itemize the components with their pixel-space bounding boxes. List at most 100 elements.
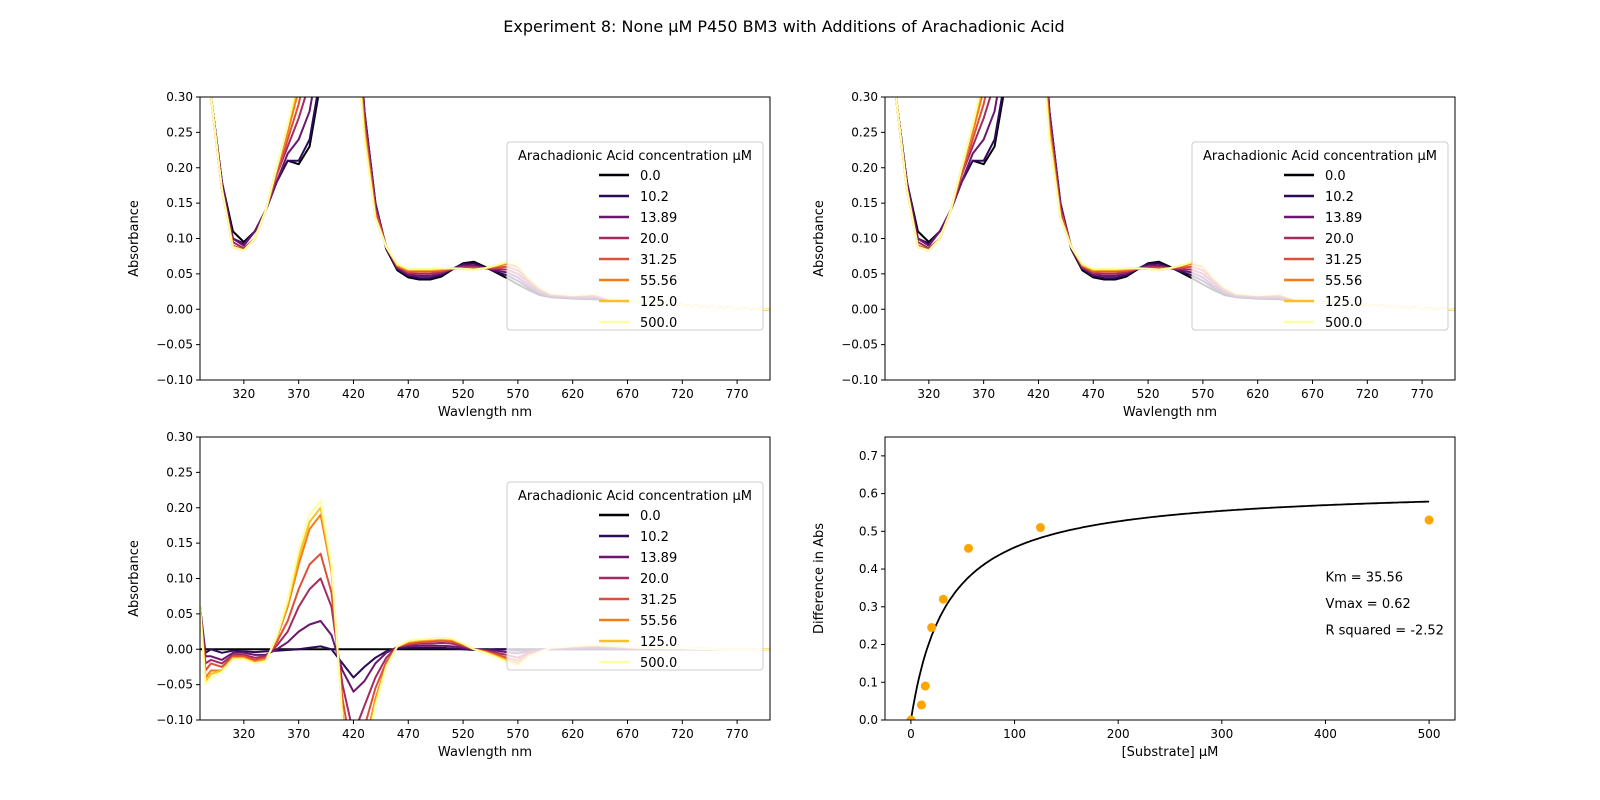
legend-label: 13.89 (640, 211, 677, 226)
x-tick-label: 470 (397, 727, 420, 741)
legend-label: 500.0 (1325, 316, 1362, 331)
y-tick-label: 0.7 (859, 449, 878, 463)
y-tick-label: 0.25 (166, 465, 193, 479)
panel-fit: Km = 35.56 Vmax = 0.62 R squared = -2.52 0 1… (812, 436, 1456, 760)
legend-label: 55.56 (640, 614, 677, 629)
data-point (916, 700, 926, 710)
legend-label: 0.0 (640, 509, 661, 524)
panel-raw: 320 370 420 470 520 570 620 670 720 770 −0.10 −0.05… (127, 90, 771, 420)
y-tick-label: 0.25 (851, 125, 878, 139)
legend-label: 20.0 (640, 232, 669, 247)
legend-title: Arachadionic Acid concentration μM (518, 489, 752, 504)
y-tick-label: 0.05 (166, 607, 193, 621)
legend-label: 500.0 (640, 656, 677, 671)
x-tick-label: 770 (726, 387, 749, 401)
legend-box (506, 141, 764, 331)
y-tick-label: 0.15 (166, 536, 193, 550)
x-tick-label: 620 (1246, 387, 1269, 401)
data-point (927, 623, 937, 633)
x-tick-label: 570 (506, 387, 529, 401)
x-tick-label: 100 (1003, 727, 1026, 741)
panel-smoothed: 320 370 420 470 520 570 620 670 720 770 −0.10 −0.05… (812, 90, 1456, 420)
legend-label: 31.25 (640, 593, 677, 608)
legend: Arachadionic Acid concentration μM 0.0 10.… (1191, 141, 1449, 331)
y-tick-label: 0.00 (851, 302, 878, 316)
y-tick-label: 0.30 (166, 430, 193, 444)
data-point (938, 594, 948, 604)
y-tick-label: 0.30 (166, 90, 193, 104)
x-tick-label: 370 (287, 387, 310, 401)
legend-box (1191, 141, 1449, 331)
x-tick-label: 370 (972, 387, 995, 401)
x-tick-label: 720 (1356, 387, 1379, 401)
legend-label: 20.0 (640, 572, 669, 587)
y-tick-label: 0.10 (166, 232, 193, 246)
legend-label: 20.0 (1325, 232, 1354, 247)
y-tick-label: 0.00 (166, 302, 193, 316)
x-axis-label: Wavlength nm (438, 745, 532, 760)
x-tick-label: 720 (671, 727, 694, 741)
fit-curve (910, 500, 1430, 720)
y-tick-label: 0.10 (166, 572, 193, 586)
y-tick-label: 0.20 (166, 501, 193, 515)
x-tick-label: 320 (232, 387, 255, 401)
y-tick-label: 0.3 (859, 600, 878, 614)
legend-label: 10.2 (640, 530, 669, 545)
y-axis-label: Difference in Abs (812, 523, 827, 634)
legend-label: 500.0 (640, 316, 677, 331)
y-tick-label: 0.25 (166, 125, 193, 139)
plot-area (209, 97, 770, 311)
legend-label: 0.0 (1325, 169, 1346, 184)
legend-label: 125.0 (640, 635, 677, 650)
data-point (963, 543, 973, 553)
x-tick-label: 200 (1107, 727, 1130, 741)
legend-label: 10.2 (640, 190, 669, 205)
x-tick-label: 520 (1137, 387, 1160, 401)
y-tick-label: 0.15 (166, 196, 193, 210)
legend: Arachadionic Acid concentration μM 0.0 10.… (506, 141, 764, 331)
x-tick-label: 670 (616, 727, 639, 741)
x-tick-label: 620 (561, 387, 584, 401)
y-tick-label: 0.20 (166, 161, 193, 175)
x-tick-label: 720 (671, 387, 694, 401)
x-tick-label: 770 (1411, 387, 1434, 401)
x-tick-label: 320 (917, 387, 940, 401)
legend-label: 55.56 (1325, 274, 1362, 289)
data-point (920, 681, 930, 691)
legend-box (506, 481, 764, 671)
y-tick-label: 0.20 (851, 161, 878, 175)
figure-title: Experiment 8: None μM P450 BM3 with Addi… (503, 17, 1064, 36)
legend-title: Arachadionic Acid concentration μM (518, 149, 752, 164)
y-tick-label: 0.5 (859, 524, 878, 538)
y-tick-label: 0.2 (859, 638, 878, 652)
x-tick-label: 0 (907, 727, 915, 741)
legend-label: 125.0 (1325, 295, 1362, 310)
x-tick-label: 420 (342, 727, 365, 741)
x-tick-label: 570 (1191, 387, 1214, 401)
y-tick-label: 0.0 (859, 713, 878, 727)
x-tick-label: 570 (506, 727, 529, 741)
y-tick-label: 0.30 (851, 90, 878, 104)
x-axis-label: Wavlength nm (438, 405, 532, 420)
legend-label: 125.0 (640, 295, 677, 310)
y-axis-label: Absorbance (127, 540, 142, 617)
legend-label: 31.25 (1325, 253, 1362, 268)
y-tick-label: −0.05 (156, 678, 193, 692)
x-tick-label: 470 (1082, 387, 1105, 401)
y-tick-label: 0.6 (859, 487, 878, 501)
fit-annotation: R squared = -2.52 (1325, 623, 1444, 638)
legend-label: 13.89 (1325, 211, 1362, 226)
data-point (906, 715, 916, 720)
y-tick-label: 0.1 (859, 675, 878, 689)
y-tick-label: −0.10 (156, 713, 193, 727)
legend: Arachadionic Acid concentration μM 0.0 10.… (506, 481, 764, 671)
x-tick-label: 620 (561, 727, 584, 741)
y-tick-label: 0.15 (851, 196, 878, 210)
data-point (1035, 523, 1045, 533)
x-axis-label: [Substrate] μM (1122, 745, 1219, 760)
x-tick-label: 520 (452, 727, 475, 741)
y-tick-label: −0.10 (156, 373, 193, 387)
y-tick-label: −0.10 (841, 373, 878, 387)
x-tick-label: 300 (1210, 727, 1233, 741)
